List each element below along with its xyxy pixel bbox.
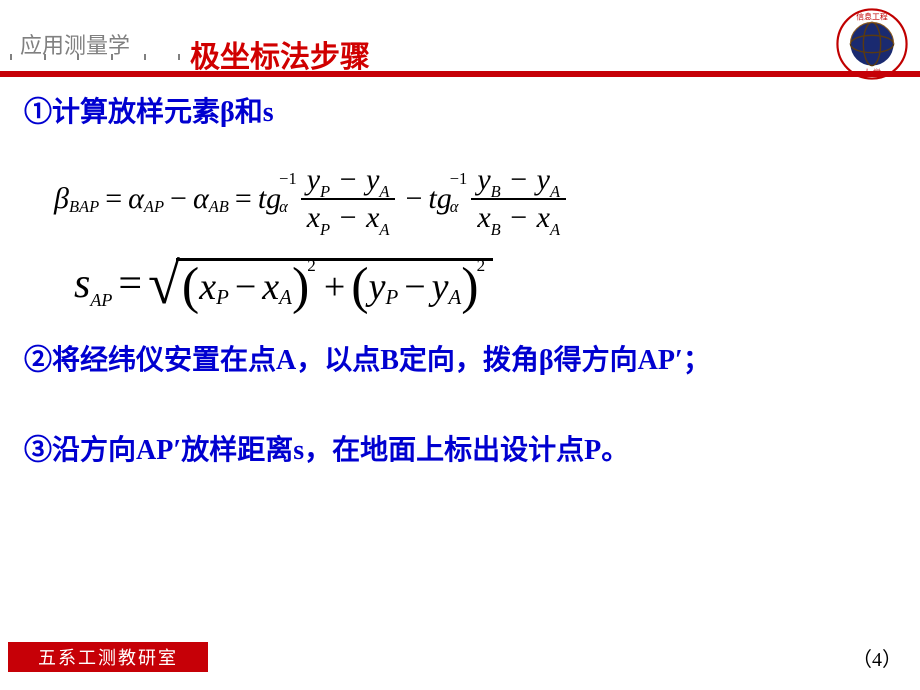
frac1: yP − yA xP − xA	[301, 162, 396, 236]
sym-beta: β	[54, 182, 69, 216]
tg2: tg	[428, 182, 451, 216]
content-area: ①计算放样元素β和s βBAP = αAP − αAB = tg−1α yP −…	[24, 92, 896, 472]
step-3: ③沿方向AP′放样距离s，在地面上标出设计点P。	[24, 430, 896, 472]
header-divider	[0, 71, 920, 77]
tg1-sup: −1	[279, 173, 297, 185]
tg2-sup: −1	[450, 173, 468, 185]
minus2: −	[405, 182, 422, 216]
university-logo: 信息工程 大 学	[836, 8, 908, 80]
formula-s: sAP = √ (xP−xA)2 + (yP−yA)2	[74, 258, 896, 310]
step-1: ①计算放样元素β和s	[24, 92, 896, 134]
tg1-sub: α	[279, 201, 297, 213]
svg-text:信息工程: 信息工程	[856, 12, 888, 22]
formula-beta: βBAP = αAP − αAB = tg−1α yP − yA xP − xA…	[54, 162, 896, 236]
eq2: =	[235, 182, 252, 216]
sub-ab: AB	[209, 197, 229, 217]
minus1: −	[170, 182, 187, 216]
eq3: =	[118, 260, 142, 308]
slide-title: 极坐标法步骤	[190, 32, 370, 76]
tick-decor	[10, 54, 180, 64]
page-number: （4）	[852, 643, 902, 672]
sym-alpha2: α	[193, 182, 209, 216]
sub-ap2: AP	[90, 290, 112, 311]
sym-alpha1: α	[128, 182, 144, 216]
frac2: yB − yA xB − xA	[471, 162, 566, 236]
sqrt: √ (xP−xA)2 + (yP−yA)2	[148, 258, 493, 310]
sub-ap: AP	[144, 197, 164, 217]
tg2-sub: α	[450, 201, 468, 213]
eq: =	[105, 182, 122, 216]
footer-lab: 五系工测教研室	[8, 642, 208, 672]
tg1: tg	[258, 182, 281, 216]
sym-s: s	[74, 260, 90, 308]
step-2: ②将经纬仪安置在点A，以点B定向，拨角β得方向AP′；	[24, 340, 896, 382]
sub-bap: BAP	[69, 197, 99, 217]
